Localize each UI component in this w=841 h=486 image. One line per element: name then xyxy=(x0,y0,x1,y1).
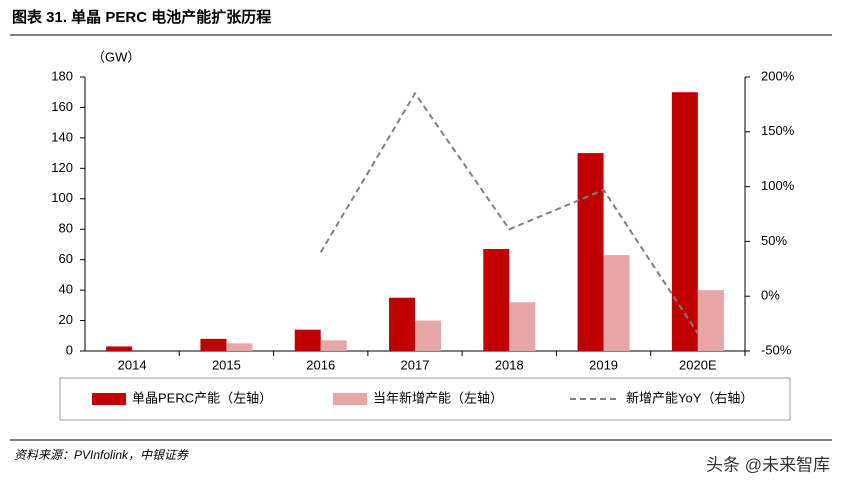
y-tick-label: 180 xyxy=(51,68,73,83)
x-tick-label: 2015 xyxy=(212,357,241,372)
y-tick-label: 100 xyxy=(51,190,73,205)
y2-tick-label: 200% xyxy=(761,68,795,83)
y-tick-label: 120 xyxy=(51,160,73,175)
y2-tick-label: 0% xyxy=(761,288,780,303)
bar xyxy=(509,302,536,351)
bar xyxy=(200,338,227,351)
y-tick-label: 0 xyxy=(66,342,73,357)
x-tick-label: 2017 xyxy=(401,357,430,372)
legend-swatch xyxy=(92,393,126,405)
legend-label: 新增产能YoY（右轴） xyxy=(626,390,753,405)
bar xyxy=(389,297,415,351)
legend-label: 单晶PERC产能（左轴） xyxy=(132,390,272,405)
y2-tick-label: 100% xyxy=(761,178,795,193)
watermark: 头条 @未来智库 xyxy=(706,455,830,474)
x-tick-label: 2018 xyxy=(495,357,524,372)
x-tick-label: 2016 xyxy=(306,357,335,372)
y2-tick-label: 150% xyxy=(761,123,795,138)
y-tick-label: 40 xyxy=(59,282,73,297)
bar xyxy=(603,255,630,351)
source: 资料来源：PVInfolink，中银证券 xyxy=(14,448,189,462)
y-tick-label: 160 xyxy=(51,99,73,114)
bar xyxy=(226,343,253,351)
x-tick-label: 2020E xyxy=(679,357,717,372)
bar xyxy=(483,249,510,351)
bar xyxy=(671,92,698,351)
y-unit: （GW） xyxy=(92,49,140,64)
x-tick-label: 2014 xyxy=(118,357,147,372)
legend-swatch xyxy=(333,393,367,405)
legend-label: 当年新增产能（左轴） xyxy=(373,390,503,405)
x-tick-label: 2019 xyxy=(589,357,618,372)
y-tick-label: 140 xyxy=(51,129,73,144)
y-tick-label: 20 xyxy=(59,312,73,327)
chart-title: 图表 31. 单晶 PERC 电池产能扩张历程 xyxy=(12,8,271,26)
legend-box xyxy=(59,377,791,421)
y2-tick-label: -50% xyxy=(761,342,792,357)
bar xyxy=(415,320,441,351)
y2-tick-label: 50% xyxy=(761,233,787,248)
y-tick-label: 80 xyxy=(59,221,73,236)
line xyxy=(319,91,699,335)
y-tick-label: 60 xyxy=(59,251,73,266)
bar xyxy=(294,329,321,351)
bar xyxy=(106,346,133,351)
bar xyxy=(577,153,604,351)
bar xyxy=(697,290,724,351)
bar xyxy=(320,340,347,351)
